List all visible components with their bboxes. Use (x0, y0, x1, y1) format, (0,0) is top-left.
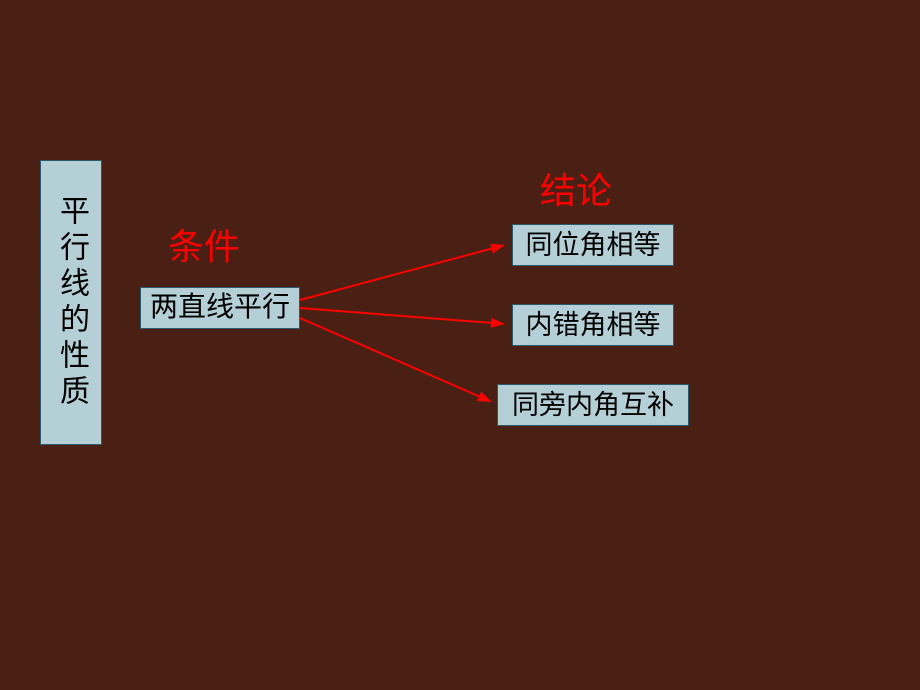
conclusion-box-3: 同旁内角互补 (497, 384, 689, 426)
condition-label-text: 条件 (168, 227, 240, 267)
slide-background (0, 0, 920, 690)
conclusion-box-2: 内错角相等 (512, 304, 674, 346)
condition-box: 两直线平行 (140, 287, 300, 329)
conclusion-box-1: 同位角相等 (512, 224, 674, 266)
title-box: 平行线的性质 (40, 160, 102, 445)
conclusion-label-text: 结论 (540, 171, 612, 211)
conclusion-box-3-text: 同旁内角互补 (512, 389, 674, 421)
condition-box-text: 两直线平行 (150, 291, 290, 325)
conclusion-label: 结论 (540, 162, 612, 214)
title-text: 平行线的性质 (53, 195, 89, 411)
condition-label: 条件 (168, 218, 240, 270)
conclusion-box-2-text: 内错角相等 (526, 309, 661, 341)
conclusion-box-1-text: 同位角相等 (526, 229, 661, 261)
